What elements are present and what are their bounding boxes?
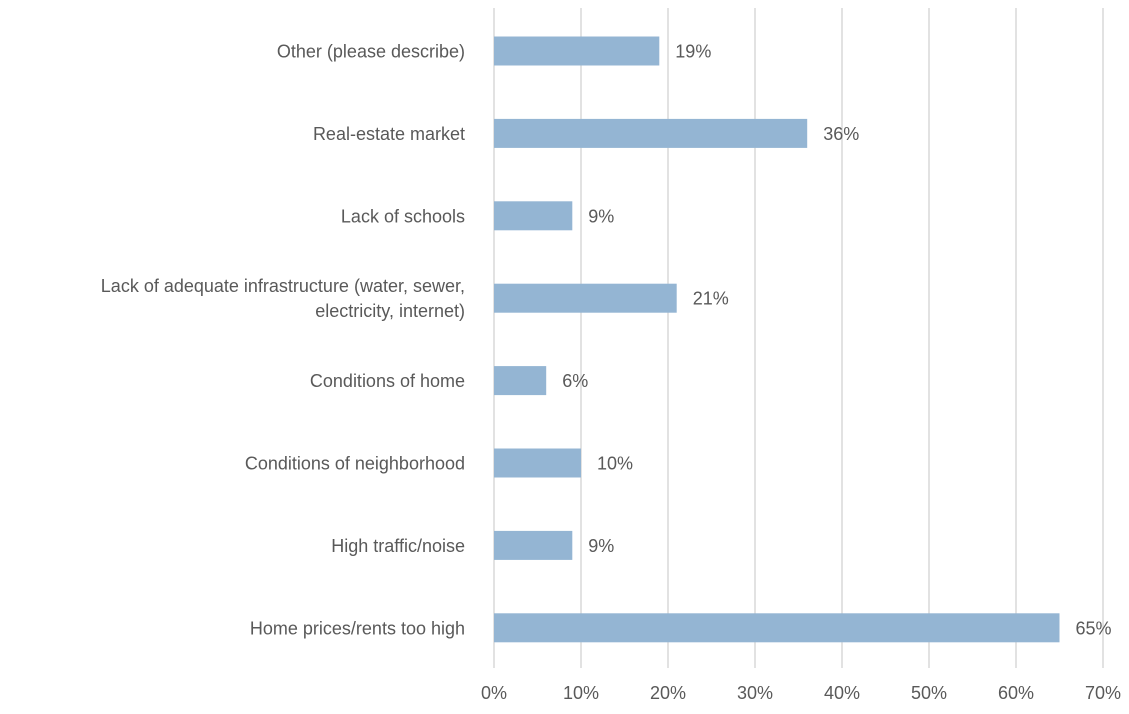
data-label: 9% (588, 206, 614, 226)
category-label-line: High traffic/noise (331, 536, 465, 556)
bar (494, 366, 547, 396)
x-tick-label: 20% (650, 683, 686, 703)
category-label-line: electricity, internet) (315, 301, 465, 321)
bar (494, 283, 677, 313)
data-label: 6% (562, 371, 588, 391)
bar (494, 448, 581, 478)
category-label-line: Lack of adequate infrastructure (water, … (101, 276, 465, 296)
data-label: 10% (597, 454, 633, 474)
category-label: Other (please describe) (277, 42, 465, 62)
x-tick-label: 10% (563, 683, 599, 703)
category-label-line: Lack of schools (341, 206, 465, 226)
category-label: Conditions of home (310, 371, 465, 391)
x-tick-label: 30% (737, 683, 773, 703)
grid-lines (493, 8, 1104, 668)
bar (494, 201, 573, 231)
data-label: 21% (693, 289, 729, 309)
category-label-line: Conditions of neighborhood (245, 454, 465, 474)
bar (494, 613, 1060, 643)
x-axis-tick-labels: 0% 10% 20% 30% 40% 50% 60% 70% (481, 683, 1121, 703)
data-label: 65% (1076, 618, 1112, 638)
category-label-line: Conditions of home (310, 371, 465, 391)
x-tick-label: 40% (824, 683, 860, 703)
bar (494, 118, 808, 148)
category-label-line: Other (please describe) (277, 42, 465, 62)
x-tick-label: 70% (1085, 683, 1121, 703)
data-label: 9% (588, 536, 614, 556)
bar (494, 530, 573, 560)
x-tick-label: 0% (481, 683, 507, 703)
category-label: Real-estate market (313, 124, 465, 144)
bars (494, 36, 1060, 643)
x-tick-label: 60% (998, 683, 1034, 703)
data-label: 19% (675, 42, 711, 62)
category-labels: Other (please describe) Real-estate marke… (101, 42, 465, 639)
x-tick-label: 50% (911, 683, 947, 703)
category-label: Lack of schools (341, 206, 465, 226)
category-label: Home prices/rents too high (250, 618, 465, 638)
category-label-line: Real-estate market (313, 124, 465, 144)
category-label: Conditions of neighborhood (245, 454, 465, 474)
category-label: Lack of adequate infrastructure (water, … (101, 276, 465, 321)
category-label-line: Home prices/rents too high (250, 618, 465, 638)
data-label: 36% (823, 124, 859, 144)
data-labels: 19% 36% 9% 21% 6% 10% 9% 65% (562, 42, 1111, 639)
category-label: High traffic/noise (331, 536, 465, 556)
bar (494, 36, 660, 66)
